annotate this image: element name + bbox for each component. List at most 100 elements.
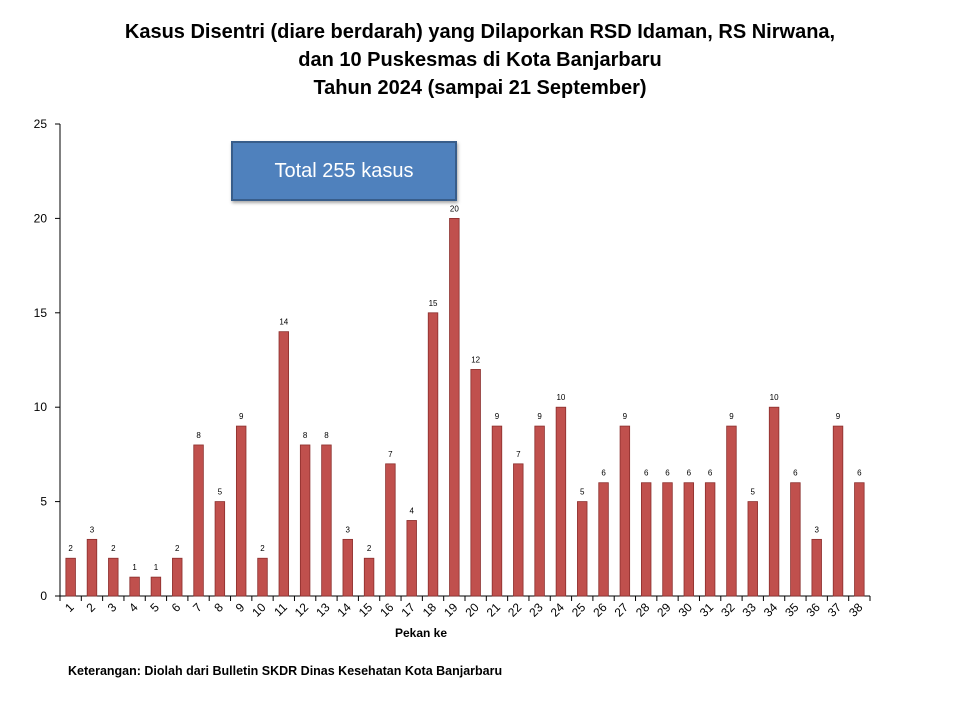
bar bbox=[150, 576, 162, 597]
x-tick-label: 28 bbox=[633, 600, 653, 620]
data-label: 6 bbox=[793, 469, 798, 478]
y-tick-label: 25 bbox=[34, 117, 48, 131]
data-label: 1 bbox=[132, 563, 137, 572]
data-label: 6 bbox=[601, 469, 606, 478]
bar bbox=[555, 406, 567, 597]
x-tick-label: 6 bbox=[169, 600, 184, 615]
x-tick-label: 23 bbox=[526, 600, 546, 620]
x-tick-label: 32 bbox=[718, 600, 738, 620]
x-axis-label: Pekan ke bbox=[395, 626, 447, 640]
x-tick-label: 21 bbox=[484, 600, 504, 620]
bar bbox=[278, 331, 290, 597]
data-label: 12 bbox=[471, 355, 480, 364]
bar bbox=[811, 538, 822, 597]
title-line-2: dan 10 Puskesmas di Kota Banjarbaru bbox=[298, 49, 662, 71]
data-label: 3 bbox=[814, 525, 819, 534]
data-label: 9 bbox=[495, 412, 500, 421]
bar bbox=[640, 482, 652, 597]
bar bbox=[129, 576, 140, 597]
bar bbox=[214, 501, 226, 597]
x-tick-label: 11 bbox=[271, 600, 290, 619]
x-tick-label: 8 bbox=[211, 600, 226, 615]
x-tick-label: 5 bbox=[147, 600, 162, 615]
data-label: 9 bbox=[836, 412, 841, 421]
data-label: 9 bbox=[729, 412, 734, 421]
bar bbox=[747, 501, 758, 597]
x-tick-label: 13 bbox=[313, 600, 333, 620]
bar bbox=[662, 482, 673, 597]
x-tick-label: 29 bbox=[654, 600, 674, 620]
data-label: 7 bbox=[516, 450, 521, 459]
data-label: 10 bbox=[770, 393, 779, 402]
bar bbox=[385, 463, 396, 597]
bar bbox=[321, 444, 332, 597]
bar bbox=[449, 217, 460, 597]
x-tick-label: 22 bbox=[505, 600, 525, 620]
data-label: 6 bbox=[644, 469, 649, 478]
data-label: 9 bbox=[623, 412, 628, 421]
bar bbox=[790, 482, 801, 597]
y-tick-label: 10 bbox=[34, 400, 48, 414]
data-label: 8 bbox=[196, 431, 201, 440]
data-label: 1 bbox=[154, 563, 159, 572]
data-label: 5 bbox=[580, 488, 585, 497]
data-label: 14 bbox=[279, 318, 288, 327]
x-tick-label: 33 bbox=[740, 600, 760, 620]
data-label: 5 bbox=[218, 488, 223, 497]
bar bbox=[342, 538, 353, 597]
data-label: 8 bbox=[303, 431, 308, 440]
y-tick-label: 5 bbox=[40, 495, 47, 509]
x-tick-label: 3 bbox=[105, 600, 120, 615]
x-tick-label: 26 bbox=[590, 600, 610, 620]
y-tick-label: 20 bbox=[34, 211, 48, 225]
data-label: 9 bbox=[239, 412, 244, 421]
data-label: 10 bbox=[556, 393, 565, 402]
bar bbox=[193, 444, 204, 597]
bar bbox=[683, 482, 695, 597]
footnote: Keterangan: Diolah dari Bulletin SKDR Di… bbox=[68, 664, 503, 678]
bar bbox=[513, 463, 524, 597]
x-tick-label: 7 bbox=[190, 600, 205, 615]
bar bbox=[577, 501, 588, 597]
bar bbox=[172, 557, 183, 597]
x-tick-label: 1 bbox=[62, 600, 77, 615]
bar bbox=[235, 425, 247, 597]
data-label: 2 bbox=[68, 544, 73, 553]
bar bbox=[86, 538, 98, 597]
data-label: 7 bbox=[388, 450, 393, 459]
x-tick-label: 10 bbox=[249, 600, 269, 620]
bar bbox=[768, 406, 780, 597]
data-label: 5 bbox=[751, 488, 756, 497]
x-tick-label: 9 bbox=[233, 600, 248, 615]
x-tick-label: 34 bbox=[761, 600, 781, 620]
bar bbox=[65, 557, 76, 597]
chart-title: Kasus Disentri (diare berdarah) yang Dil… bbox=[0, 18, 960, 102]
y-tick-label: 0 bbox=[40, 589, 47, 603]
x-tick-label: 14 bbox=[335, 600, 355, 620]
chart-bars bbox=[65, 217, 865, 597]
x-tick-label: 27 bbox=[612, 600, 632, 620]
data-label: 8 bbox=[324, 431, 329, 440]
bar bbox=[427, 312, 439, 597]
bar bbox=[726, 425, 737, 597]
bar bbox=[470, 369, 481, 597]
x-tick-label: 18 bbox=[420, 600, 440, 620]
data-label: 6 bbox=[687, 469, 692, 478]
data-label: 2 bbox=[260, 544, 265, 553]
x-tick-label: 19 bbox=[441, 600, 461, 620]
data-label: 6 bbox=[665, 469, 670, 478]
data-label: 3 bbox=[90, 525, 95, 534]
x-tick-label: 17 bbox=[398, 600, 418, 620]
x-tick-label: 24 bbox=[548, 600, 568, 620]
bar bbox=[619, 425, 631, 597]
bar bbox=[406, 520, 417, 597]
data-label: 15 bbox=[429, 299, 438, 308]
x-tick-label: 37 bbox=[825, 600, 845, 620]
bar bbox=[299, 444, 311, 597]
x-tick-label: 25 bbox=[569, 600, 589, 620]
data-label: 20 bbox=[450, 204, 459, 213]
bar bbox=[854, 482, 865, 597]
data-label: 6 bbox=[857, 469, 862, 478]
x-tick-label: 36 bbox=[803, 600, 823, 620]
